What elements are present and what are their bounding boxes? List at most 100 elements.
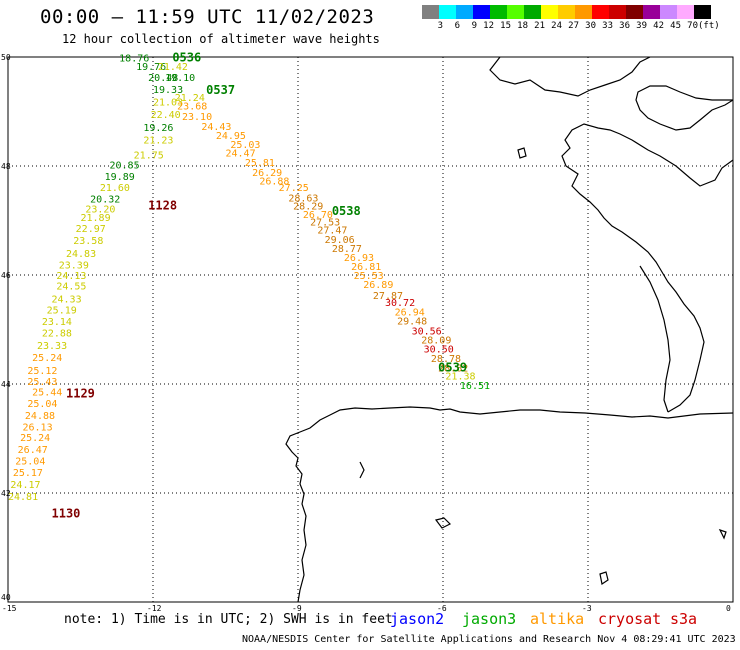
color-swatch bbox=[473, 5, 490, 19]
longitude-label: -3 bbox=[582, 604, 592, 613]
wave-height-value: 28.29 bbox=[293, 202, 323, 213]
wave-height-value: 26.29 bbox=[252, 168, 282, 179]
latitude-label: 40 bbox=[1, 593, 11, 602]
wave-height-value: 23.68 bbox=[177, 101, 207, 112]
credit-footer: NOAA/NESDIS Center for Satellite Applica… bbox=[242, 634, 736, 645]
color-swatch bbox=[439, 5, 456, 19]
longitude-label: -9 bbox=[292, 604, 302, 613]
color-swatch bbox=[694, 5, 711, 19]
pass-time-label: 0536 bbox=[172, 50, 201, 64]
wave-height-value: 27.53 bbox=[310, 217, 340, 228]
color-swatch bbox=[456, 5, 473, 19]
wave-height-value: 22.88 bbox=[42, 329, 72, 340]
wave-height-value: 26.70 bbox=[303, 210, 333, 221]
color-swatch bbox=[541, 5, 558, 19]
longitude-label: -15 bbox=[2, 604, 17, 613]
wave-height-value: 25.81 bbox=[245, 158, 275, 169]
color-swatch bbox=[507, 5, 524, 19]
color-scale-label: 3 bbox=[437, 21, 443, 31]
color-scale-label: 6 bbox=[454, 21, 460, 31]
wave-height-value: 24.43 bbox=[201, 122, 231, 133]
wave-height-value: 23.39 bbox=[59, 260, 89, 271]
color-swatch bbox=[609, 5, 626, 19]
wave-height-value: 21.75 bbox=[134, 150, 164, 161]
wave-height-value: 25.44 bbox=[32, 387, 62, 398]
wave-height-value: 24.88 bbox=[25, 411, 55, 422]
wave-height-value: 22.97 bbox=[76, 224, 106, 235]
legend-jason3: jason3 bbox=[462, 610, 517, 628]
coast-biscay-east bbox=[639, 265, 671, 413]
wave-height-value: 24.17 bbox=[10, 480, 40, 491]
wave-height-value: 23.33 bbox=[37, 341, 67, 352]
wave-height-value: 19.10 bbox=[165, 73, 195, 84]
map-title: 00:00 – 11:59 UTC 11/02/2023 bbox=[40, 6, 375, 28]
wave-height-value: 26.81 bbox=[351, 262, 381, 273]
latitude-label: 42 bbox=[1, 489, 11, 498]
wave-height-value: 30.56 bbox=[412, 326, 442, 337]
coast-france-west bbox=[635, 85, 734, 131]
wave-height-value: 24.55 bbox=[56, 282, 86, 293]
wave-height-value: 25.04 bbox=[27, 399, 57, 410]
longitude-label: -12 bbox=[147, 604, 162, 613]
wave-height-value: 21.23 bbox=[143, 136, 173, 147]
wave-height-value: 25.43 bbox=[27, 377, 57, 388]
units-note: note: 1) Time is in UTC; 2) SWH is in fe… bbox=[64, 612, 393, 627]
wave-height-value: 28.09 bbox=[421, 336, 451, 347]
color-scale-label: 9 bbox=[471, 21, 477, 31]
color-scale-label: 42 bbox=[653, 21, 664, 31]
wave-height-value: 20.48 bbox=[148, 73, 178, 84]
color-swatch bbox=[643, 5, 660, 19]
wave-height-value: 24.95 bbox=[216, 131, 246, 142]
wave-height-value: 23.58 bbox=[73, 236, 103, 247]
color-scale-bar bbox=[422, 5, 711, 19]
latitude-label: 44 bbox=[1, 380, 11, 389]
color-scale-label: 30 bbox=[585, 21, 596, 31]
color-scale-label: 45 bbox=[670, 21, 681, 31]
wave-height-value: 20.85 bbox=[110, 161, 140, 172]
wave-height-value: 21.89 bbox=[81, 213, 111, 224]
coast-england-south bbox=[489, 56, 651, 97]
wave-height-value: 24.33 bbox=[52, 294, 82, 305]
wave-height-value: 19.33 bbox=[153, 85, 183, 96]
latitude-label: 46 bbox=[1, 271, 11, 280]
pass-time-label: 0538 bbox=[332, 204, 361, 218]
pass-time-label: 0537 bbox=[206, 83, 235, 97]
color-scale-label: 24 bbox=[551, 21, 562, 31]
wave-height-value: 28.63 bbox=[288, 193, 318, 204]
pass-time-label: 0539 bbox=[438, 360, 467, 374]
wave-height-value: 19.89 bbox=[105, 172, 135, 183]
coast-spain-north bbox=[285, 406, 734, 603]
wave-height-value: 24.81 bbox=[8, 492, 38, 503]
wave-height-value: 25.03 bbox=[230, 140, 260, 151]
island-3 bbox=[359, 461, 365, 479]
wave-height-value: 24.13 bbox=[56, 271, 86, 282]
wave-height-value: 25.12 bbox=[27, 366, 57, 377]
wave-height-value: 21.42 bbox=[158, 62, 188, 73]
wave-height-value: 16.51 bbox=[460, 381, 490, 392]
pass-time-label: 1128 bbox=[148, 199, 177, 213]
island-1 bbox=[434, 517, 452, 529]
longitude-label: 0 bbox=[726, 604, 731, 613]
legend-cryosat: cryosat bbox=[598, 610, 662, 628]
wave-height-value: 30.50 bbox=[424, 344, 454, 355]
color-swatch bbox=[660, 5, 677, 19]
latitude-label: 48 bbox=[1, 162, 11, 171]
wave-height-value: 25.24 bbox=[20, 433, 50, 444]
wave-height-value: 27.87 bbox=[373, 291, 403, 302]
wave-height-value: 18.76 bbox=[119, 53, 149, 64]
wave-height-value: 28.82 bbox=[438, 363, 468, 374]
wave-height-value: 26.89 bbox=[363, 280, 393, 291]
color-scale-label: (ft) bbox=[698, 21, 720, 31]
wave-height-value: 27.47 bbox=[317, 226, 347, 237]
island-4 bbox=[599, 571, 609, 585]
wave-height-value: 24.47 bbox=[226, 149, 256, 160]
color-swatch bbox=[422, 5, 439, 19]
color-swatch bbox=[677, 5, 694, 19]
wave-height-value: 26.13 bbox=[23, 422, 53, 433]
legend-jason2: jason2 bbox=[390, 610, 445, 628]
wave-height-value: 25.53 bbox=[354, 271, 384, 282]
coast-brittany bbox=[561, 123, 734, 413]
wave-height-value: 25.24 bbox=[32, 353, 62, 364]
wave-height-value: 30.72 bbox=[385, 298, 415, 309]
